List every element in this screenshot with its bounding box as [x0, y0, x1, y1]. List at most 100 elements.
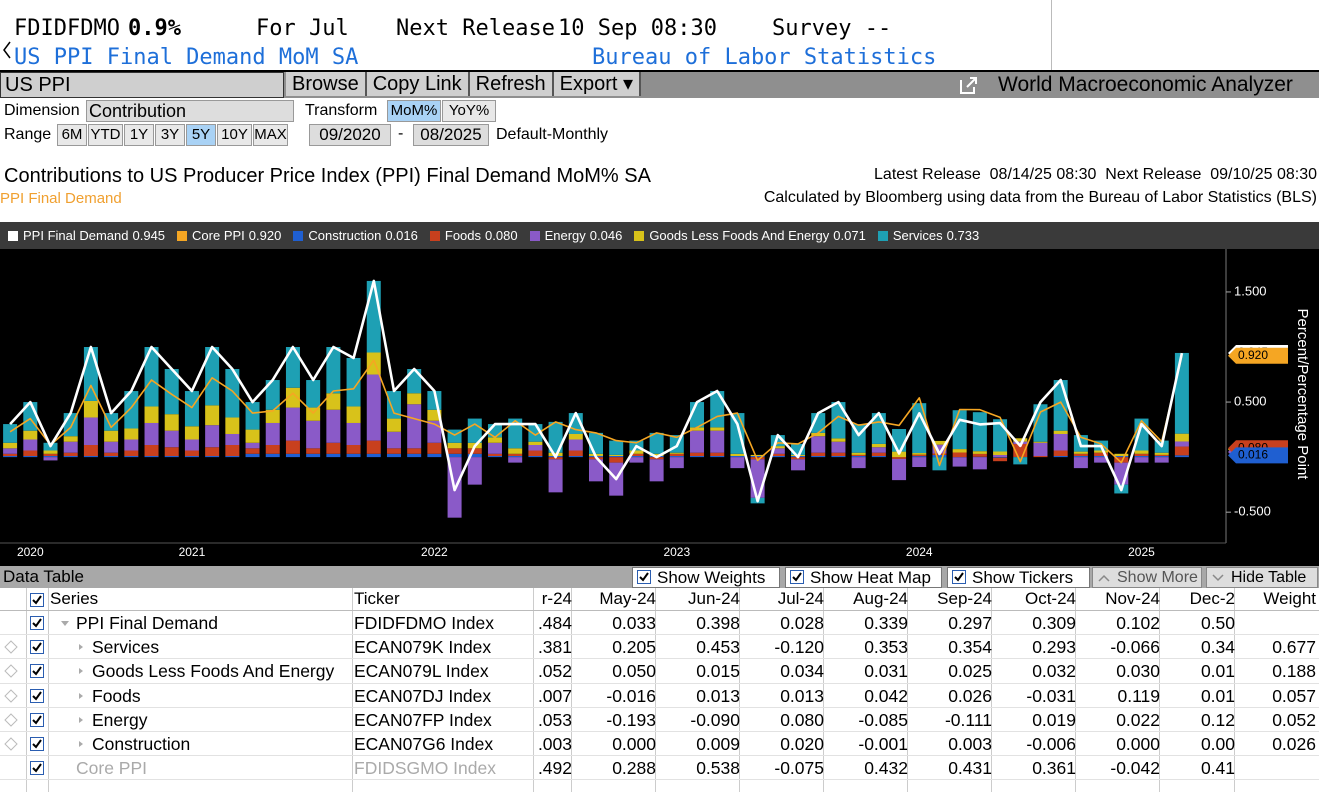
table-cell: -0.090 [690, 709, 740, 730]
checkbox[interactable] [30, 664, 44, 679]
transform-button[interactable]: MoM% [387, 100, 441, 122]
drag-icon[interactable] [4, 664, 18, 679]
table-cell: 0.361 [1032, 758, 1076, 779]
launch-icon[interactable] [958, 75, 980, 95]
start-date[interactable]: 09/2020 [309, 124, 391, 146]
toggle[interactable]: Show Weights [632, 567, 780, 588]
checkbox[interactable] [637, 570, 651, 584]
bar-segment [285, 440, 300, 454]
back-icon[interactable] [2, 40, 12, 60]
bar-segment [912, 403, 927, 454]
column-divider [1075, 588, 1076, 792]
bar-segment [104, 441, 119, 453]
bar-segment [3, 448, 18, 454]
table-cell: 0.41 [1200, 758, 1235, 779]
range-button[interactable]: 6M [57, 124, 87, 146]
range-button[interactable]: MAX [253, 124, 288, 146]
row-rule [0, 634, 1319, 636]
bar-segment [184, 391, 199, 427]
range-button[interactable]: 5Y [186, 124, 216, 146]
expander[interactable] [76, 739, 86, 749]
checkbox[interactable] [952, 570, 966, 584]
end-date[interactable]: 08/2025 [413, 124, 489, 146]
drag-icon[interactable] [4, 688, 18, 703]
bar-segment [1053, 456, 1068, 458]
bar-segment [3, 442, 18, 449]
bar-segment [164, 414, 179, 431]
drag-icon[interactable] [4, 640, 18, 654]
x-tick-label: 2023 [663, 545, 690, 559]
expander[interactable] [76, 666, 86, 676]
bar-segment [487, 437, 502, 443]
bar-segment [649, 459, 664, 482]
bar-segment [831, 456, 846, 458]
expander[interactable] [76, 642, 86, 652]
toggle[interactable]: Show Tickers [947, 567, 1090, 588]
checkbox[interactable] [790, 570, 804, 584]
bar-segment [871, 443, 886, 448]
checkbox[interactable] [30, 688, 44, 703]
toggle-label: Show Weights [657, 568, 766, 587]
bar-segment [467, 453, 482, 458]
range-label: Range [4, 126, 52, 143]
dimension-select[interactable]: Contribution [86, 100, 294, 122]
range-button[interactable]: YTD [88, 124, 123, 146]
table-cell: 0.034 [780, 661, 824, 682]
bar-segment [811, 452, 826, 457]
bar-segment [568, 433, 583, 440]
table-button[interactable]: Show More [1092, 567, 1202, 588]
table-button-label: Hide Table [1231, 569, 1307, 586]
drag-icon[interactable] [4, 737, 18, 751]
checkbox[interactable] [30, 761, 44, 776]
bar-segment [23, 430, 38, 440]
toolbar-button[interactable]: Refresh [469, 72, 554, 96]
range-button[interactable]: 3Y [155, 124, 185, 146]
table-cell: 0.102 [1116, 613, 1160, 633]
column-divider [1159, 588, 1160, 792]
column-header: Oct-24 [1024, 589, 1076, 608]
latest-release-label: Latest Release [874, 166, 981, 183]
legend-swatch [8, 230, 18, 241]
bar-segment [669, 452, 684, 454]
bar-segment [164, 447, 179, 457]
legend-swatch [634, 230, 645, 241]
expander[interactable] [76, 715, 86, 725]
bar-segment [1033, 456, 1048, 458]
expander[interactable] [76, 691, 86, 701]
range-button[interactable]: 10Y [217, 124, 252, 146]
bar-segment [871, 452, 886, 457]
security-name[interactable]: US PPI Final Demand MoM SA [14, 45, 359, 70]
bar-segment [225, 369, 240, 418]
checkbox[interactable] [30, 616, 44, 630]
table-cell: 0.000 [1116, 734, 1160, 754]
table-cell: Core PPI [76, 758, 147, 779]
bar-segment [690, 430, 705, 453]
transform-button[interactable]: YoY% [442, 100, 496, 122]
date-dash: - [398, 125, 404, 142]
bar-segment [690, 427, 705, 431]
legend-value: 0.071 [833, 228, 866, 243]
checkbox[interactable] [30, 640, 44, 655]
toggle-label: Show Tickers [972, 568, 1074, 587]
bar-segment [366, 440, 381, 454]
toolbar-button[interactable]: Export ▾ [553, 72, 642, 96]
range-button[interactable]: 1Y [124, 124, 154, 146]
legend-value: 0.046 [589, 228, 623, 243]
bar-segment [629, 457, 644, 463]
table-button[interactable]: Hide Table [1206, 567, 1318, 588]
bar-segment [306, 448, 321, 454]
table-cell: 0.022 [1116, 709, 1160, 730]
checkbox[interactable] [30, 712, 44, 727]
source[interactable]: Bureau of Labor Statistics [592, 45, 937, 70]
bar-segment [548, 459, 563, 493]
toggle[interactable]: Show Heat Map [785, 567, 942, 588]
checkbox[interactable] [30, 593, 44, 607]
toolbar-button[interactable]: Browse [286, 72, 367, 96]
checkbox[interactable] [30, 737, 44, 751]
bar-segment [952, 449, 967, 453]
bar-segment [770, 435, 785, 447]
table-cell: 0.188 [1272, 661, 1316, 682]
drag-icon[interactable] [4, 713, 18, 727]
toolbar-button[interactable]: Copy Link [366, 72, 470, 96]
expander[interactable] [60, 618, 70, 628]
